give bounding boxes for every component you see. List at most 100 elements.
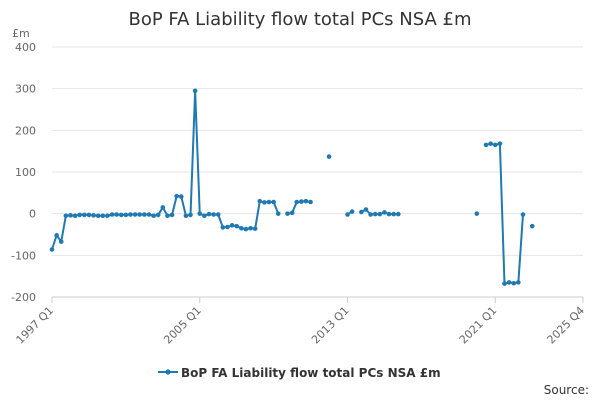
data-point[interactable] xyxy=(146,212,152,217)
data-point[interactable] xyxy=(114,212,119,217)
data-point[interactable] xyxy=(202,213,207,219)
data-point[interactable] xyxy=(128,212,133,217)
data-point[interactable] xyxy=(303,198,309,204)
data-point[interactable] xyxy=(155,212,161,218)
data-point[interactable] xyxy=(188,212,193,218)
data-point[interactable] xyxy=(63,213,69,219)
y-tick-label: -100 xyxy=(11,249,36,262)
data-point[interactable] xyxy=(132,212,138,217)
data-point[interactable] xyxy=(299,199,304,204)
data-point[interactable] xyxy=(58,239,64,244)
data-point[interactable] xyxy=(529,223,535,229)
data-point[interactable] xyxy=(289,210,295,216)
data-point[interactable] xyxy=(211,212,216,217)
data-point[interactable] xyxy=(123,212,129,218)
x-tick-label: 2005 Q1 xyxy=(161,304,204,347)
chart-title: BoP FA Liability flow total PCs NSA £m xyxy=(128,9,471,30)
data-point[interactable] xyxy=(77,212,83,218)
data-point[interactable] xyxy=(206,211,212,217)
data-point[interactable] xyxy=(54,233,59,238)
data-point[interactable] xyxy=(169,212,175,218)
data-point[interactable] xyxy=(151,213,156,219)
source-label: Source: xyxy=(544,383,589,397)
data-point[interactable] xyxy=(294,199,300,205)
data-point[interactable] xyxy=(377,211,383,217)
data-point[interactable] xyxy=(243,226,249,232)
data-point[interactable] xyxy=(483,142,489,148)
data-point[interactable] xyxy=(359,209,364,215)
data-point[interactable] xyxy=(239,225,244,231)
data-point[interactable] xyxy=(229,223,235,228)
legend-point-marker xyxy=(165,369,171,375)
data-point[interactable] xyxy=(285,211,290,216)
data-point[interactable] xyxy=(100,213,106,219)
y-tick-label: 400 xyxy=(15,41,36,54)
data-point[interactable] xyxy=(91,213,96,218)
data-point[interactable] xyxy=(474,211,480,216)
data-point[interactable] xyxy=(257,198,263,204)
data-point[interactable] xyxy=(220,225,226,230)
series-line-layer xyxy=(49,88,535,286)
data-point[interactable] xyxy=(271,199,276,205)
data-point[interactable] xyxy=(105,213,110,219)
data-point[interactable] xyxy=(248,225,253,231)
unit-label: £m xyxy=(12,27,30,40)
data-point[interactable] xyxy=(345,212,350,217)
y-tick-label: 100 xyxy=(15,166,36,179)
data-point[interactable] xyxy=(174,193,179,199)
series-line xyxy=(51,89,280,250)
data-point[interactable] xyxy=(262,200,267,205)
data-point[interactable] xyxy=(391,211,396,217)
data-point[interactable] xyxy=(497,141,503,146)
data-point[interactable] xyxy=(275,211,281,216)
y-tick-label: -200 xyxy=(11,291,36,304)
x-tick-label: 2025 Q4 xyxy=(545,304,588,347)
data-point[interactable] xyxy=(160,205,166,210)
data-point[interactable] xyxy=(215,212,221,217)
data-point[interactable] xyxy=(396,211,401,217)
data-point[interactable] xyxy=(488,141,493,146)
x-tick-label: 1997 Q1 xyxy=(14,304,57,347)
data-point[interactable] xyxy=(520,212,526,217)
data-point[interactable] xyxy=(165,213,170,219)
data-point[interactable] xyxy=(326,154,332,159)
data-point[interactable] xyxy=(252,226,258,231)
data-point[interactable] xyxy=(372,211,378,217)
data-point[interactable] xyxy=(68,213,73,218)
data-point[interactable] xyxy=(308,199,313,205)
legend[interactable]: BoP FA Liability flow total PCs NSA £m xyxy=(158,366,441,380)
data-point[interactable] xyxy=(368,212,373,217)
data-point[interactable] xyxy=(183,213,189,219)
data-point[interactable] xyxy=(95,213,101,219)
data-point[interactable] xyxy=(86,212,92,218)
data-point[interactable] xyxy=(382,210,387,215)
data-point[interactable] xyxy=(386,211,392,217)
legend-label: BoP FA Liability flow total PCs NSA £m xyxy=(181,366,441,380)
x-tick-label: 2021 Q1 xyxy=(457,304,500,347)
data-point[interactable] xyxy=(234,223,239,229)
data-point[interactable] xyxy=(192,88,198,94)
y-tick-label: 200 xyxy=(15,124,36,137)
data-point[interactable] xyxy=(82,212,87,218)
data-point[interactable] xyxy=(349,209,355,214)
data-point[interactable] xyxy=(178,194,184,199)
data-point[interactable] xyxy=(363,207,369,212)
y-tick-label: 0 xyxy=(29,208,36,221)
data-point[interactable] xyxy=(225,224,230,230)
x-tick-label: 2013 Q1 xyxy=(309,304,352,347)
data-point[interactable] xyxy=(492,142,498,148)
data-point[interactable] xyxy=(506,280,512,285)
data-point[interactable] xyxy=(197,211,203,216)
y-tick-label: 300 xyxy=(15,83,36,96)
data-point[interactable] xyxy=(118,212,124,218)
data-point[interactable] xyxy=(137,212,143,217)
data-point[interactable] xyxy=(49,247,55,252)
data-point[interactable] xyxy=(511,280,517,286)
data-point[interactable] xyxy=(109,212,115,217)
data-point[interactable] xyxy=(142,212,147,217)
data-point[interactable] xyxy=(266,199,272,205)
data-point[interactable] xyxy=(502,281,507,286)
data-point[interactable] xyxy=(516,280,521,285)
data-point[interactable] xyxy=(72,213,78,219)
